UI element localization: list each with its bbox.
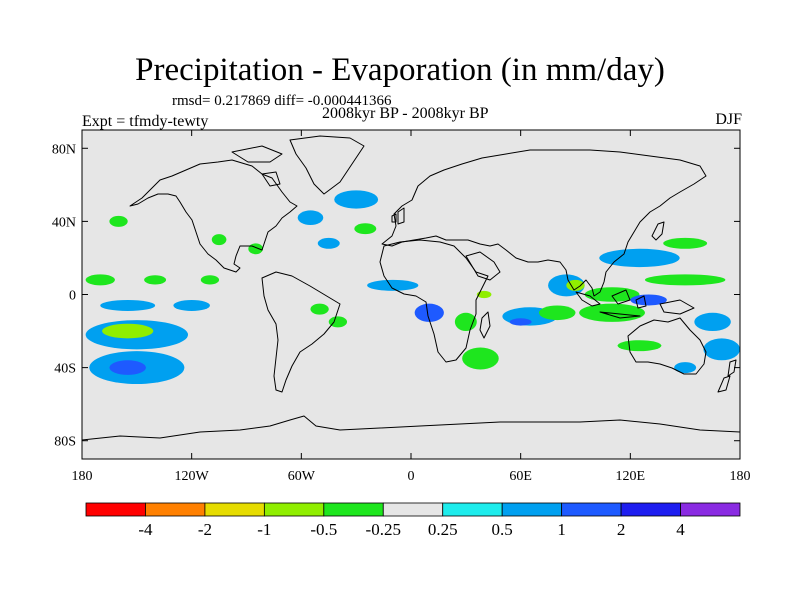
colorbar-swatch	[204, 502, 265, 517]
x-tick-label: 120W	[175, 469, 210, 484]
colorbar-swatch	[263, 502, 325, 517]
anomaly-patch	[109, 360, 146, 375]
colorbar-swatch	[145, 502, 206, 517]
coastline-eurasia	[381, 149, 707, 297]
anomaly-patch	[617, 340, 662, 352]
anomaly-patch	[630, 294, 667, 306]
anomaly-patch	[144, 275, 167, 285]
colorbar-swatch	[382, 502, 444, 517]
anomaly-patch	[85, 274, 115, 286]
colorbar-label: 0.5	[492, 520, 513, 539]
colorbar-label: -0.25	[366, 520, 401, 539]
colorbar-label: -2	[198, 520, 212, 539]
coastline-australia	[627, 317, 707, 375]
coastline-greenland	[289, 135, 365, 195]
anomaly-patch	[674, 362, 697, 374]
anomaly-patch	[584, 287, 640, 302]
anomaly-field	[85, 190, 740, 385]
anomaly-patch	[100, 299, 156, 311]
anomaly-patch	[310, 303, 329, 315]
colorbar-swatch	[323, 502, 384, 517]
anomaly-patch	[354, 223, 377, 235]
experiment-label: Expt = tfmdy-tewty	[82, 113, 209, 130]
coastline-south-america	[261, 271, 341, 393]
colorbar-swatch	[680, 502, 741, 517]
coastline-indonesia	[575, 289, 695, 319]
anomaly-patch	[173, 299, 210, 311]
coastline-arctic-islands	[231, 145, 283, 187]
coastline-madagascar	[479, 311, 491, 339]
coastline-north-america	[129, 159, 298, 273]
anomaly-patch	[644, 274, 726, 286]
anomaly-patch	[476, 290, 492, 299]
colorbar-swatch	[620, 502, 681, 517]
colorbar-label: -4	[138, 520, 153, 539]
anomaly-patch	[599, 248, 680, 268]
x-tick-label: 120E	[616, 469, 646, 484]
anomaly-patch	[414, 303, 444, 322]
coastline-antarctica	[82, 415, 740, 441]
colorbar-label: -1	[257, 520, 271, 539]
y-tick-label: 40N	[52, 215, 76, 230]
stats-text: rmsd= 0.217869 diff= -0.000441366	[172, 93, 392, 109]
colorbar-label: 4	[676, 520, 685, 539]
coastline-japan	[651, 221, 665, 241]
anomaly-patch	[317, 237, 340, 249]
y-tick-label: 80S	[54, 435, 76, 450]
chart-title: Precipitation - Evaporation (in mm/day)	[135, 52, 665, 88]
anomaly-patch	[328, 316, 348, 328]
anomaly-patch	[334, 190, 379, 209]
anomaly-patch	[694, 312, 731, 332]
colorbar-label: 2	[617, 520, 626, 539]
anomaly-patch	[102, 323, 154, 339]
anomaly-patch	[367, 279, 419, 291]
colorbar-swatch	[442, 502, 503, 517]
x-tick-label: 60W	[288, 469, 316, 484]
anomaly-patch	[462, 347, 499, 370]
x-tick-label: 180	[72, 469, 93, 484]
colorbar-swatch	[85, 502, 146, 517]
x-axis: 180 120W 60W 0 60E 120E 180	[72, 130, 751, 484]
colorbar-label: 0.25	[428, 520, 458, 539]
anomaly-patch	[200, 275, 220, 285]
colorbar: -4 -2 -1 -0.5 -0.25 0.25 0.5 1 2 4	[85, 502, 741, 539]
coastline-arabia	[465, 251, 501, 281]
anomaly-patch	[538, 305, 576, 321]
coastline-africa	[379, 239, 489, 363]
map-area	[81, 129, 741, 460]
x-tick-label: 0	[408, 469, 415, 484]
x-tick-label: 180	[730, 469, 751, 484]
y-tick-label: 80N	[52, 142, 76, 157]
y-axis: 80N 40N 0 40S 80S	[52, 142, 740, 450]
anomaly-patch	[509, 318, 532, 326]
season-label: DJF	[715, 111, 742, 128]
anomaly-patch	[663, 237, 708, 249]
anomaly-patch	[248, 243, 263, 255]
colorbar-label: -0.5	[310, 520, 337, 539]
anomaly-patch	[297, 210, 324, 226]
coastline-new-zealand	[717, 359, 737, 393]
anomaly-patch	[566, 279, 585, 291]
map-background	[82, 130, 740, 459]
coastline-british-isles	[391, 207, 405, 225]
coastlines	[82, 135, 740, 441]
anomaly-patch	[211, 234, 227, 246]
colorbar-swatch	[501, 502, 563, 517]
colorbar-swatch	[561, 502, 622, 517]
chart-subtitle: 2008kyr BP - 2008kyr BP	[322, 105, 489, 122]
y-tick-label: 0	[69, 289, 76, 304]
anomaly-patch	[109, 215, 128, 227]
anomaly-patch	[703, 338, 740, 361]
y-tick-label: 40S	[54, 362, 76, 377]
x-tick-label: 60E	[509, 469, 532, 484]
colorbar-label: 1	[557, 520, 566, 539]
